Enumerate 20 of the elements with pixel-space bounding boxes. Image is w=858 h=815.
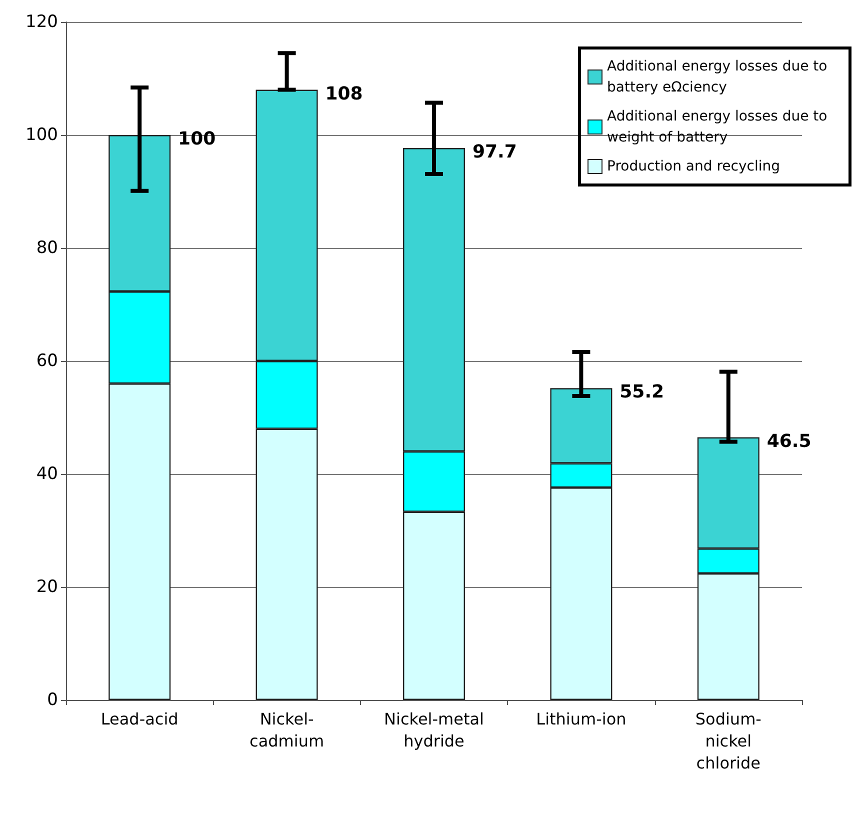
x-tick-label: Lead-acid [100, 710, 178, 728]
x-tick-label: Nickel-metal hydride [384, 710, 484, 750]
total-label: 108 [325, 83, 363, 104]
y-tick-label: 80 [36, 238, 58, 258]
legend-label: Additional energy losses due to battery eΩciency [607, 58, 832, 96]
total-label: 55.2 [620, 382, 664, 403]
y-tick-label: 40 [36, 464, 58, 484]
total-label: 46.5 [766, 430, 812, 452]
legend-label: Additional energy losses due to weight of battery [607, 108, 832, 146]
legend-label: Production and recycling [607, 158, 780, 174]
total-label: 100 [178, 128, 216, 150]
total-label: 97.7 [472, 141, 517, 162]
x-tick-label: Nickel-cadmium [250, 710, 324, 750]
x-tick-label: Sodium-nickel chloride [695, 710, 762, 772]
y-tick-label: 0 [47, 690, 58, 710]
y-tick-label: 60 [36, 351, 58, 371]
y-tick-label: 20 [36, 577, 58, 597]
y-tick-label: 120 [26, 12, 58, 32]
y-tick-label: 100 [26, 125, 58, 145]
x-tick-label: Lithium-ion [536, 710, 626, 728]
